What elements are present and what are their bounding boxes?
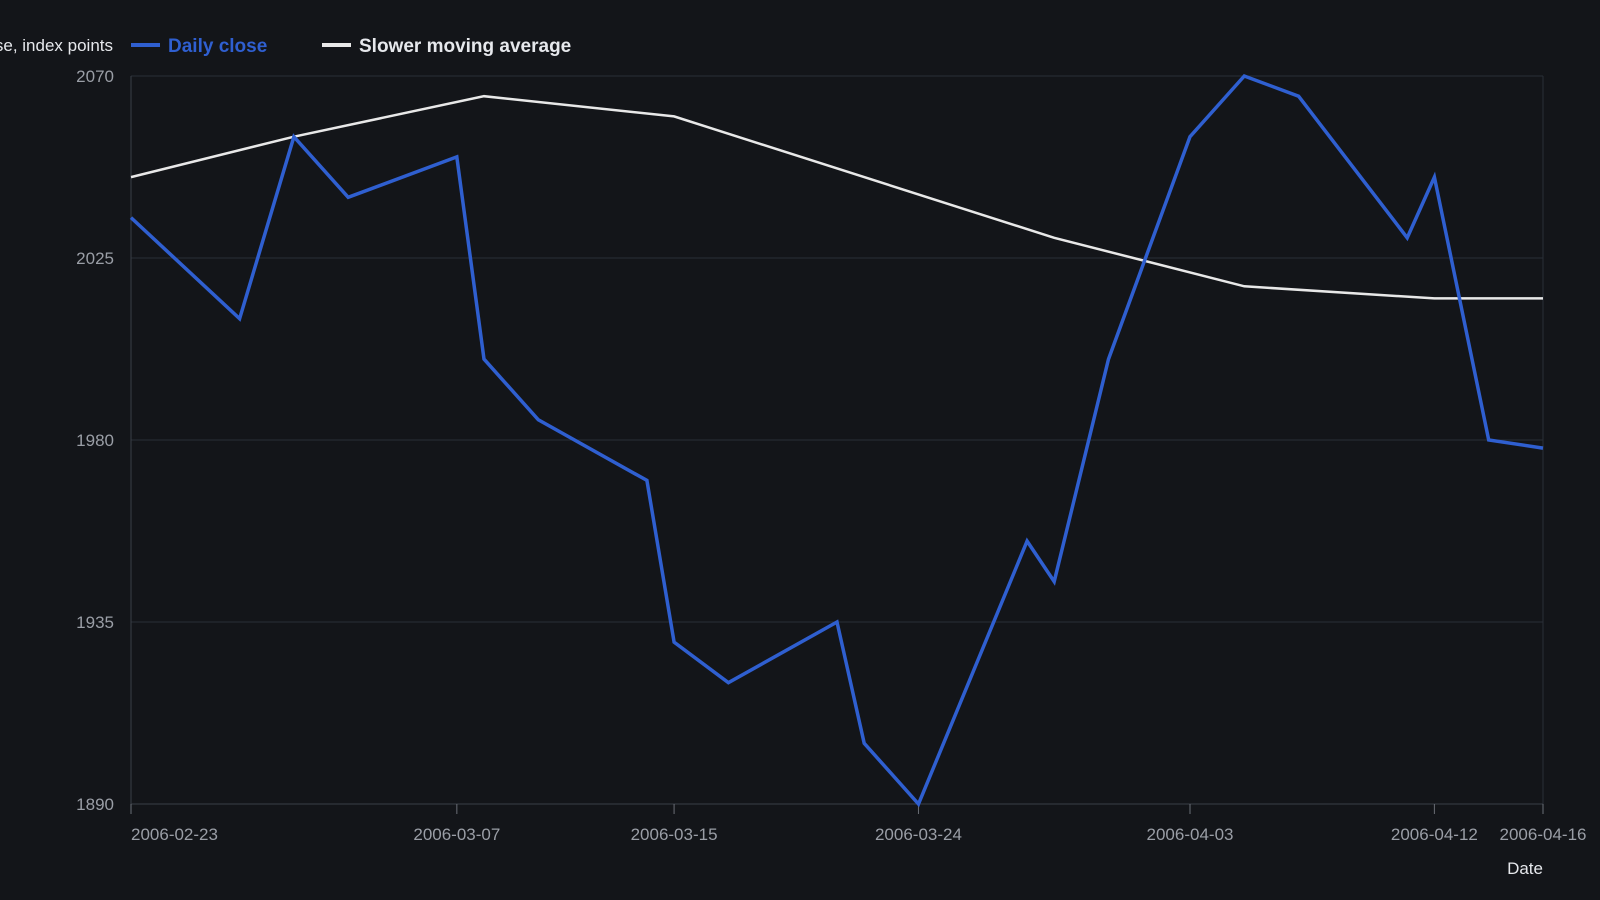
x-tick-label: 2006-04-12 (1391, 825, 1478, 844)
y-tick-label: 2070 (76, 67, 114, 86)
y-tick-label: 2025 (76, 249, 114, 268)
x-axis-title: Date (1507, 859, 1543, 878)
x-tick-label: 2006-03-07 (413, 825, 500, 844)
legend-label: Slower moving average (359, 36, 571, 57)
y-tick-label: 1890 (76, 795, 114, 814)
series-lines (129, 73, 1544, 808)
x-tick-label: 2006-04-03 (1147, 825, 1234, 844)
y-tick-label: 1980 (76, 431, 114, 450)
gridlines (131, 75, 1543, 805)
series-line-moving-average (130, 94, 1543, 300)
x-tick-label: 2006-02-23 (131, 825, 218, 844)
series-line-daily-close (129, 73, 1544, 808)
y-axis-title: Close, index points (0, 36, 113, 55)
x-tick-label: 2006-03-24 (875, 825, 962, 844)
axes: 1890 1935 1980 2025 2070 2006-02-23 2006-03-07… (0, 36, 1586, 878)
legend-label: Daily close (168, 36, 267, 57)
legend: Daily close Slower moving average (131, 36, 571, 57)
x-tick-label: 2006-04-16 (1500, 825, 1587, 844)
x-tick-label: 2006-03-15 (631, 825, 718, 844)
y-tick-label: 1935 (76, 613, 114, 632)
